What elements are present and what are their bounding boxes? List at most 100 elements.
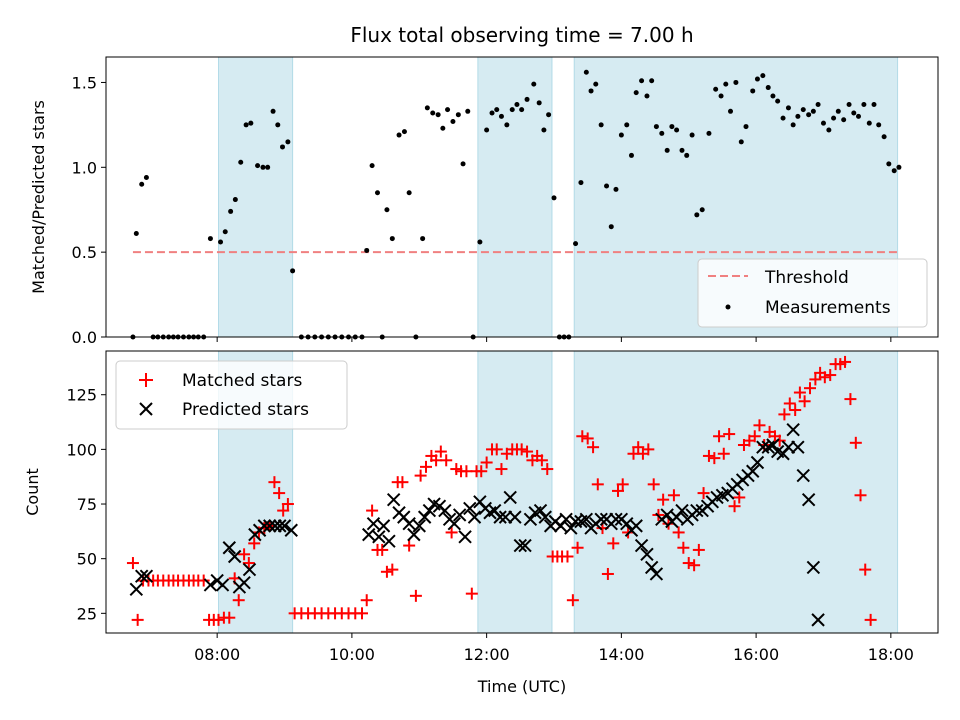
- matched-star-point: [281, 498, 294, 511]
- x-tick-label: 12:00: [464, 645, 510, 664]
- measurement-point: [207, 236, 213, 242]
- bottom-legend: Matched stars Predicted stars: [115, 360, 348, 430]
- predicted-star-point: [362, 527, 376, 542]
- measurement-point: [424, 105, 430, 111]
- measurement-point: [440, 125, 446, 131]
- bottom-axes-frame: [105, 350, 939, 634]
- matched-star-point: [490, 443, 503, 456]
- measurement-point: [835, 108, 841, 114]
- top-y-axis-label: Matched/Predicted stars: [29, 100, 48, 294]
- measurement-point: [139, 181, 145, 187]
- measurement-point: [765, 85, 771, 91]
- measurement-point: [653, 124, 659, 130]
- matched-star-point: [440, 454, 453, 467]
- predicted-star-point: [644, 560, 659, 575]
- measurement-point: [504, 122, 510, 128]
- measurement-point: [465, 108, 471, 114]
- predicted-star-point: [756, 440, 770, 454]
- measurement-point: [455, 112, 461, 118]
- matched-star-point: [793, 386, 806, 399]
- measurements-series: [130, 69, 902, 340]
- measurement-point: [514, 102, 520, 108]
- measurement-point: [275, 122, 281, 128]
- measurement-point: [775, 98, 781, 104]
- measurement-point: [674, 127, 680, 133]
- measurement-point: [593, 81, 599, 87]
- bottom-y-tick-label: 75: [77, 495, 97, 514]
- matched-star-point: [396, 476, 409, 489]
- matched-star-point: [672, 526, 685, 539]
- matched-star-point: [677, 541, 690, 554]
- predicted-star-point: [675, 503, 689, 518]
- measurement-point: [624, 122, 630, 128]
- matched-star-point: [778, 408, 791, 421]
- measurement-point: [608, 224, 614, 230]
- bottom-y-axis-label: Count: [23, 468, 42, 516]
- predicted-star-point: [518, 538, 532, 553]
- measurement-point: [270, 108, 276, 114]
- matched-star-point: [854, 489, 867, 502]
- measurement-point: [430, 110, 436, 116]
- predicted-star-point: [786, 422, 800, 437]
- measurement-point: [406, 190, 412, 196]
- matched-stars-series: [126, 355, 877, 626]
- matched-star-point: [223, 611, 236, 624]
- measurement-point: [810, 108, 816, 114]
- bottom-y-ticks: 25 50 75 100 125: [66, 386, 106, 623]
- predicted-star-point: [458, 530, 472, 544]
- matched-star-point: [789, 404, 802, 417]
- measurement-point: [389, 236, 395, 242]
- matched-star-point: [713, 430, 726, 443]
- top-y-tick-label: 1.0: [72, 158, 97, 177]
- measurement-point: [484, 127, 490, 133]
- matched-star-point: [728, 500, 741, 513]
- predicted-star-point: [242, 562, 257, 577]
- measurement-point: [218, 239, 224, 245]
- matched-star-point: [212, 613, 225, 626]
- measurement-point: [255, 163, 261, 169]
- measurement-point: [143, 174, 149, 180]
- predicted-star-point: [649, 567, 664, 581]
- x-tick-label: 10:00: [329, 645, 375, 664]
- predicted-star-point: [690, 503, 704, 518]
- measurement-point: [228, 208, 234, 214]
- predicted-star-point: [222, 541, 236, 555]
- measurement-point: [664, 147, 670, 153]
- measurement-point: [445, 107, 451, 113]
- predicted-star-point: [513, 538, 528, 553]
- matched-star-point: [376, 543, 389, 556]
- matched-star-point: [607, 537, 620, 550]
- matched-star-point: [657, 493, 670, 506]
- top-y-tick-label: 1.5: [72, 73, 97, 92]
- measurement-point: [669, 124, 675, 130]
- measurement-point: [713, 86, 719, 92]
- measurement-point: [846, 102, 852, 108]
- measurement-point: [659, 130, 665, 136]
- predicted-star-point: [273, 519, 287, 533]
- matched-star-point: [688, 559, 701, 572]
- matched-star-point: [380, 565, 393, 578]
- measurement-point: [588, 88, 594, 94]
- measurement-point: [519, 107, 525, 113]
- measurement-point: [790, 122, 796, 128]
- predicted-star-point: [452, 508, 467, 522]
- predicted-star-point: [594, 512, 608, 527]
- measurement-point: [733, 79, 739, 85]
- measurement-point: [851, 110, 857, 116]
- matched-star-point: [642, 443, 655, 456]
- measurement-point: [891, 168, 897, 174]
- top-shaded-interval: [218, 56, 294, 338]
- measurement-point: [509, 107, 515, 113]
- measurement-point: [618, 132, 624, 138]
- predicted-star-point: [407, 527, 421, 542]
- x-tick-label: 08:00: [194, 645, 240, 664]
- measurement-point: [684, 152, 690, 158]
- x-axis-label: Time (UTC): [477, 677, 566, 696]
- measurement-point: [222, 229, 228, 235]
- matched-star-point: [733, 491, 746, 504]
- predicted-star-point: [215, 578, 230, 592]
- predicted-star-point: [203, 578, 218, 592]
- matched-star-point: [682, 557, 695, 570]
- measurement-point: [841, 117, 847, 123]
- predicted-star-point: [568, 514, 583, 529]
